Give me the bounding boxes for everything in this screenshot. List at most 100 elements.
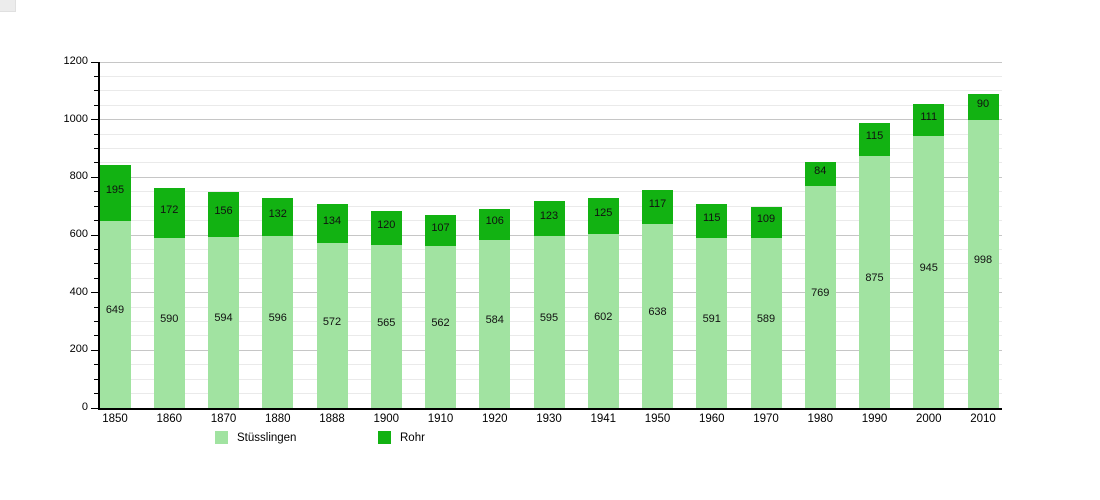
gridline-minor [100, 90, 1002, 92]
x-axis-label: 1990 [861, 413, 888, 425]
y-axis-tick [94, 75, 99, 77]
bar-segment-rohr: 111 [913, 103, 945, 136]
bar-group: 638 117 [642, 190, 673, 408]
bar-group: 595 123 [533, 201, 565, 408]
bar-group: 594 156 [208, 191, 239, 408]
bar-value-label: 638 [648, 306, 667, 319]
bar-value-label: 117 [648, 198, 667, 211]
bar-segment-stuesslingen: 945 [913, 135, 945, 408]
y-axis-tick [91, 407, 99, 409]
bar-segment-stuesslingen: 565 [370, 245, 402, 408]
y-axis-tick [91, 61, 99, 63]
bar-group: 769 84 [804, 162, 836, 408]
y-axis-tick [94, 263, 99, 265]
y-axis-tick [94, 393, 99, 395]
bar-segment-stuesslingen: 769 [804, 186, 836, 408]
y-axis-tick [94, 90, 99, 92]
bar-value-label: 115 [702, 212, 721, 225]
bar-group: 596 132 [262, 198, 294, 408]
y-axis-label: 800 [69, 170, 88, 183]
bar-value-label: 589 [756, 313, 776, 326]
bar-value-label: 769 [811, 287, 830, 300]
bar-value-label: 134 [322, 214, 342, 227]
y-axis-label: 200 [69, 343, 88, 356]
bar-segment-rohr: 134 [316, 204, 348, 244]
x-axis-label: 1900 [373, 413, 400, 425]
bar-group: 584 106 [479, 209, 511, 408]
y-axis-tick [94, 335, 99, 337]
bar-value-label: 106 [485, 215, 504, 228]
bar-segment-stuesslingen: 596 [262, 236, 294, 408]
bar-segment-rohr: 123 [533, 201, 565, 237]
bar-value-label: 195 [105, 183, 125, 196]
bar-segment-stuesslingen: 590 [153, 237, 185, 408]
bar-segment-rohr: 195 [99, 164, 131, 221]
y-axis-tick [94, 191, 99, 193]
x-axis-label: 1920 [481, 413, 508, 425]
bar-segment-rohr: 172 [153, 188, 185, 238]
x-axis-label: 1880 [264, 413, 291, 425]
bar-segment-stuesslingen: 589 [750, 238, 782, 408]
bar-segment-stuesslingen: 584 [479, 239, 511, 408]
y-axis-label: 0 [81, 401, 88, 413]
bar-value-label: 596 [268, 312, 287, 325]
x-axis-label: 1930 [536, 413, 562, 425]
bar-segment-rohr: 115 [859, 122, 890, 156]
bar-value-label: 111 [920, 110, 938, 123]
bar-value-label: 120 [377, 218, 396, 231]
bar-value-label: 602 [594, 311, 613, 324]
gridline-minor [100, 75, 1002, 77]
x-axis-label: 1870 [210, 413, 237, 425]
bar-group: 589 109 [750, 206, 782, 408]
x-axis-label: 1970 [753, 413, 779, 425]
bar-group: 649 195 [99, 164, 131, 408]
y-axis-tick [91, 176, 99, 178]
bar-segment-stuesslingen: 875 [859, 155, 890, 408]
gridline-minor [100, 133, 1002, 135]
x-axis-label: 1941 [590, 413, 617, 425]
bar-segment-rohr: 117 [642, 190, 673, 225]
y-axis-tick [91, 349, 99, 351]
y-axis-tick [91, 292, 99, 294]
bar-segment-rohr: 125 [587, 198, 619, 235]
y-axis-tick [94, 321, 99, 322]
x-axis-label: 1910 [427, 413, 454, 425]
bar-value-label: 590 [160, 312, 179, 325]
x-axis-label: 1860 [156, 413, 183, 425]
bar-value-label: 125 [594, 207, 613, 220]
bar-group: 945 111 [913, 103, 945, 408]
bar-group: 602 125 [587, 198, 619, 408]
y-axis-tick [94, 306, 99, 308]
bar-group: 565 120 [370, 210, 402, 408]
corner-artifact [0, 0, 16, 12]
bar-value-label: 123 [539, 209, 559, 222]
y-axis-tick [94, 220, 99, 222]
bar-value-label: 84 [814, 165, 827, 178]
y-axis-label: 1000 [63, 112, 88, 125]
bar-segment-rohr: 120 [370, 210, 402, 246]
y-axis-label: 1200 [63, 55, 88, 67]
bar-segment-stuesslingen: 998 [967, 120, 999, 408]
bar-segment-rohr: 115 [696, 204, 728, 238]
legend-item-rohr: Rohr [378, 431, 425, 444]
bar-segment-rohr: 107 [425, 215, 456, 246]
bar-segment-rohr: 132 [262, 198, 294, 237]
x-axis-label: 1980 [807, 413, 834, 425]
bar-segment-stuesslingen: 602 [587, 234, 619, 408]
bar-segment-rohr: 90 [967, 94, 999, 121]
bar-segment-rohr: 106 [479, 209, 511, 240]
bar-segment-rohr: 84 [804, 162, 836, 187]
y-axis-tick [91, 234, 99, 236]
x-axis-label: 1888 [319, 413, 345, 425]
bar-segment-stuesslingen: 572 [316, 243, 348, 408]
bar-value-label: 572 [322, 315, 342, 328]
y-axis-tick [94, 148, 99, 149]
bar-value-label: 132 [268, 208, 287, 221]
bar-segment-stuesslingen: 562 [425, 245, 456, 408]
y-axis-tick [94, 133, 99, 135]
gridline-minor [100, 148, 1002, 149]
y-axis-tick [94, 205, 99, 207]
bar-value-label: 565 [377, 316, 396, 329]
y-axis-label: 400 [69, 285, 88, 298]
